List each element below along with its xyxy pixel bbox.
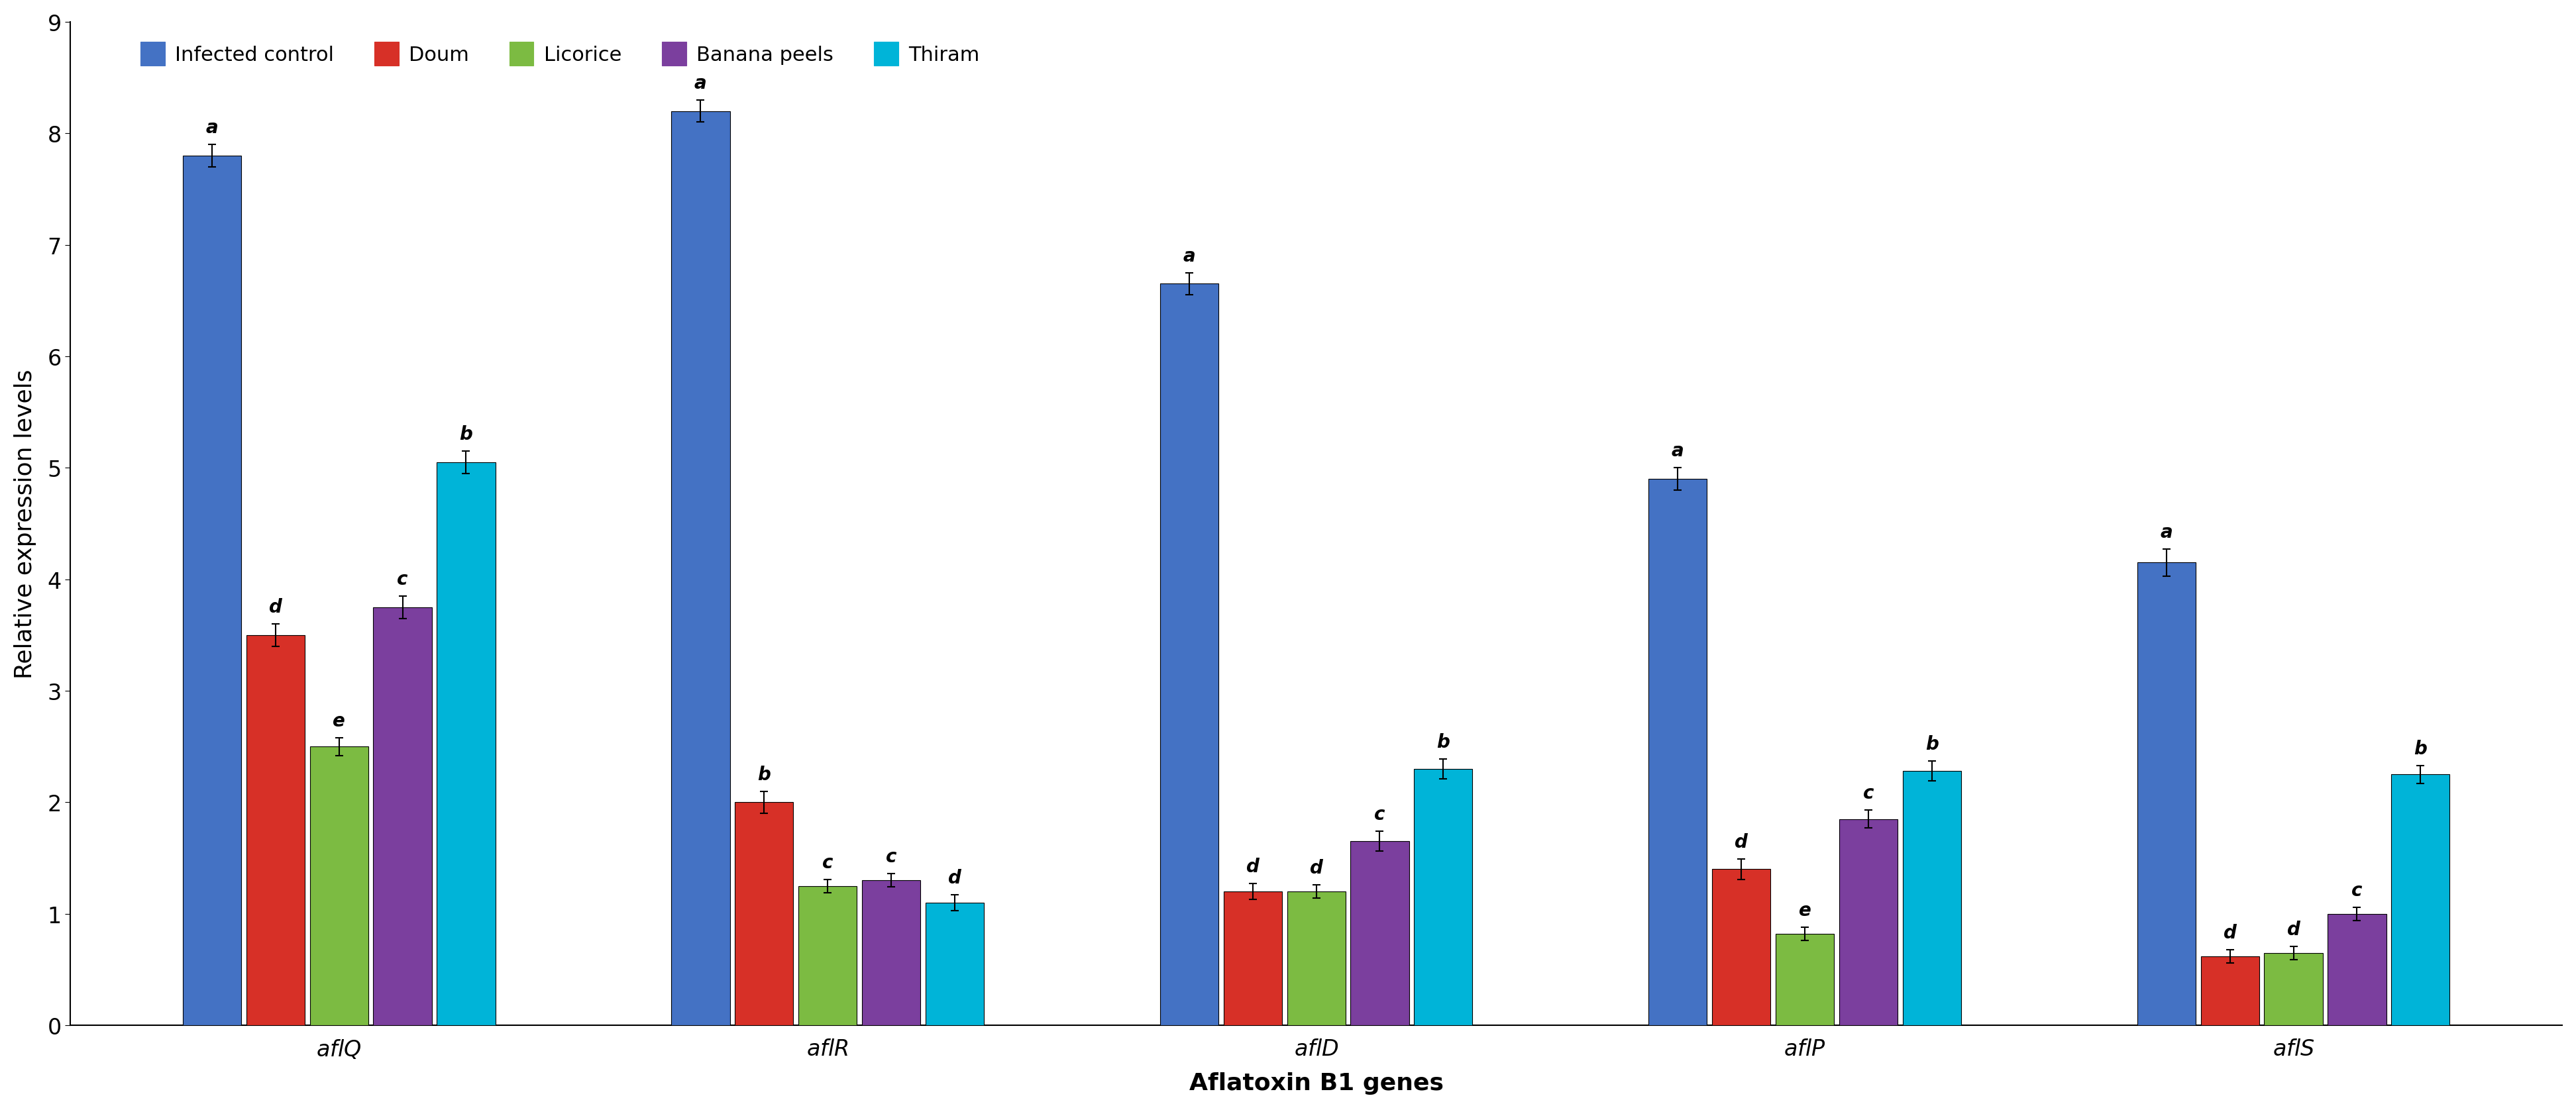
Text: d: d xyxy=(2223,923,2236,942)
Bar xyxy=(1159,285,1218,1025)
Bar xyxy=(1288,892,1345,1025)
Text: d: d xyxy=(948,869,961,888)
Text: c: c xyxy=(397,570,407,588)
Text: e: e xyxy=(332,711,345,730)
Text: d: d xyxy=(1247,858,1260,876)
Text: b: b xyxy=(1437,732,1450,751)
Text: d: d xyxy=(2287,920,2300,938)
Text: a: a xyxy=(1672,442,1685,460)
Bar xyxy=(672,112,729,1025)
Text: c: c xyxy=(1373,806,1386,823)
Bar xyxy=(1224,892,1283,1025)
Legend: Infected control, Doum, Licorice, Banana peels, Thiram: Infected control, Doum, Licorice, Banana… xyxy=(131,32,989,76)
Bar xyxy=(1713,870,1770,1025)
X-axis label: Aflatoxin B1 genes: Aflatoxin B1 genes xyxy=(1190,1071,1443,1095)
Bar xyxy=(1414,769,1473,1025)
Y-axis label: Relative expression levels: Relative expression levels xyxy=(13,369,36,678)
Bar xyxy=(2391,774,2450,1025)
Bar xyxy=(1775,934,1834,1025)
Text: d: d xyxy=(1309,859,1324,878)
Text: a: a xyxy=(1182,247,1195,265)
Text: b: b xyxy=(459,425,471,443)
Bar xyxy=(374,607,433,1025)
Bar xyxy=(734,802,793,1025)
Text: a: a xyxy=(696,74,706,93)
Bar xyxy=(1649,480,1708,1025)
Bar xyxy=(1839,819,1899,1025)
Bar xyxy=(309,747,368,1025)
Bar xyxy=(925,903,984,1025)
Bar xyxy=(438,462,495,1025)
Text: c: c xyxy=(1862,783,1873,802)
Text: a: a xyxy=(2161,523,2172,542)
Bar xyxy=(2200,956,2259,1025)
Text: a: a xyxy=(206,119,219,137)
Bar xyxy=(2329,914,2385,1025)
Text: c: c xyxy=(822,853,832,872)
Bar xyxy=(863,881,920,1025)
Text: b: b xyxy=(757,765,770,783)
Bar xyxy=(247,635,304,1025)
Bar xyxy=(1904,771,1960,1025)
Text: c: c xyxy=(2352,881,2362,900)
Bar xyxy=(2138,563,2195,1025)
Text: e: e xyxy=(1798,901,1811,920)
Bar xyxy=(1350,841,1409,1025)
Text: d: d xyxy=(268,598,283,616)
Text: d: d xyxy=(1734,833,1749,851)
Text: b: b xyxy=(2414,739,2427,758)
Bar xyxy=(799,886,858,1025)
Text: c: c xyxy=(886,848,896,866)
Text: b: b xyxy=(1924,735,1940,753)
Bar xyxy=(2264,953,2324,1025)
Bar xyxy=(183,156,242,1025)
